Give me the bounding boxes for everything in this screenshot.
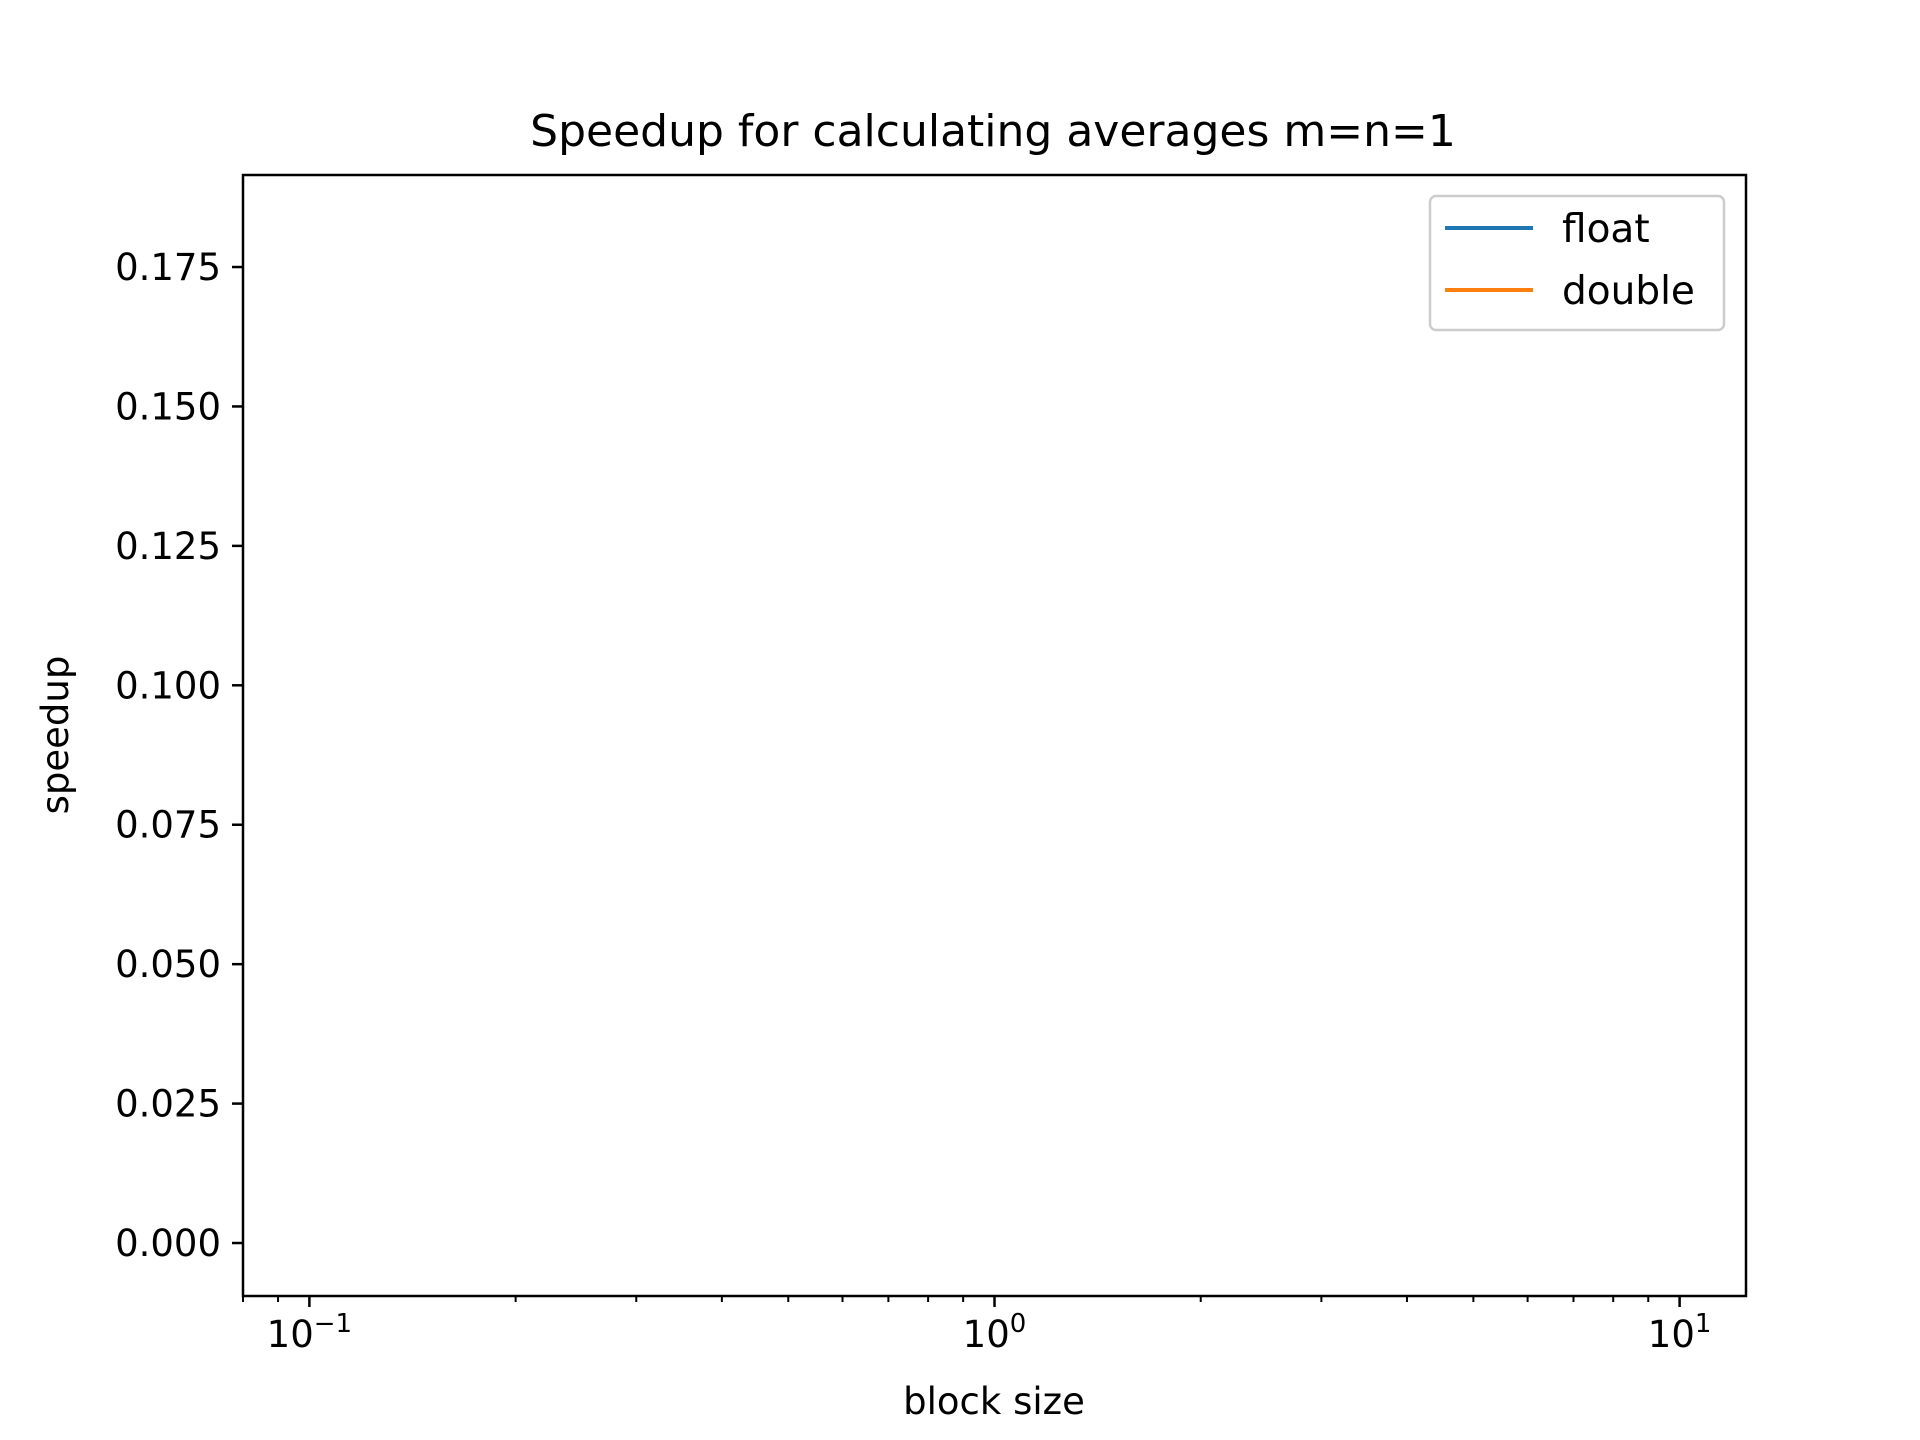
y-axis-label: speedup [34,656,77,815]
x-tick-label: 101 [1648,1309,1712,1356]
y-tick-label: 0.075 [115,804,221,847]
x-tick-label: 10−1 [267,1309,352,1356]
chart-title: Speedup for calculating averages m=n=1 [530,106,1456,157]
x-tick-label: 100 [963,1309,1027,1356]
legend-label-double: double [1562,269,1695,314]
y-tick-label: 0.050 [115,943,221,986]
y-tick-label: 0.000 [115,1222,221,1265]
legend: float double [1428,194,1726,332]
y-tick-label: 0.150 [115,385,221,428]
y-axis: 0.000 0.025 0.050 0.075 0.100 0.125 0.150 0.175 [115,246,243,1265]
plot-area [241,173,1748,1298]
x-axis: 10−1 100 101 [242,1296,1712,1356]
y-tick-label: 0.175 [115,246,221,289]
x-axis-label: block size [903,1380,1085,1423]
legend-label-float: float [1562,207,1650,252]
y-tick-label: 0.025 [115,1083,221,1126]
y-tick-label: 0.100 [115,664,221,707]
y-tick-label: 0.125 [115,525,221,568]
